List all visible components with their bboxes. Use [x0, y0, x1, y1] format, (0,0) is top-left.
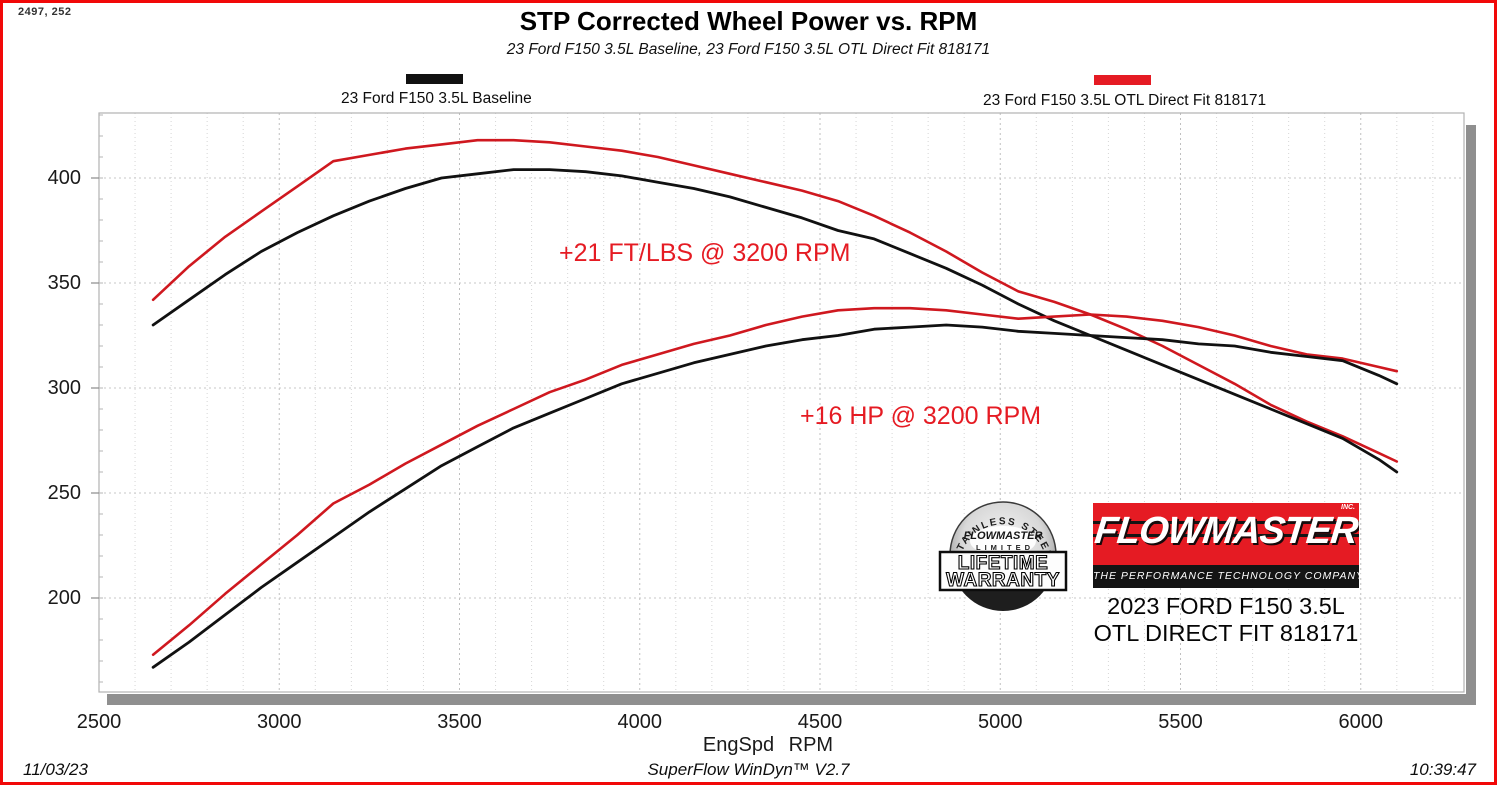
- x-axis-title: EngSpd RPM: [702, 734, 834, 756]
- plot-shadow-bottom: [107, 694, 1475, 705]
- legend-swatch-baseline: [406, 74, 463, 84]
- x-tick-label: 3000: [257, 711, 302, 733]
- legend-swatch-otl: [1094, 75, 1151, 85]
- badge-panel: [938, 550, 1068, 592]
- x-tick-label: 4000: [617, 711, 663, 733]
- badge-lifetime-text: LIFETIME: [958, 553, 1049, 574]
- plot-border: [98, 112, 1465, 693]
- vehicle-line-2: OTL DIRECT FIT 818171: [1093, 620, 1359, 646]
- badge-flowmaster-script: FLOWMASTER: [964, 530, 1043, 542]
- cursor-coordinate-readout: 2497, 252: [18, 6, 72, 18]
- curve-otl-torque: [151, 138, 1399, 463]
- footer-time: 10:39:47: [1409, 760, 1476, 779]
- curve-baseline-torque: [151, 168, 1399, 474]
- curve-otl-power: [151, 306, 1399, 657]
- badge-warranty-text: WARRANTY: [946, 570, 1060, 591]
- power-gain-annotation: +16 HP @ 3200 RPM: [800, 402, 1042, 430]
- badge-inner-oval: [970, 526, 1036, 556]
- flowmaster-logo-wordmark: FLOWMASTER: [1093, 510, 1359, 552]
- y-tick-label: 300: [47, 377, 81, 399]
- x-tick-label: 5500: [1158, 711, 1203, 733]
- x-tick-label: 4500: [797, 711, 843, 733]
- flowmaster-logo-red-field: FLOWMASTER INC.: [1093, 503, 1359, 565]
- chart-title: STP Corrected Wheel Power vs. RPM: [519, 6, 978, 36]
- flowmaster-logo: FLOWMASTER INC. THE PERFORMANCE TECHNOLO…: [1093, 503, 1363, 588]
- torque-gain-annotation: +21 FT/LBS @ 3200 RPM: [559, 239, 851, 267]
- logo-stripe: [1093, 521, 1359, 524]
- legend-label-otl: 23 Ford F150 3.5L OTL Direct Fit 818171: [983, 92, 1267, 109]
- vehicle-line-1: 2023 FORD F150 3.5L: [1107, 593, 1345, 619]
- legend-label-baseline: 23 Ford F150 3.5L Baseline: [341, 90, 532, 107]
- dyno-plot-area: [91, 112, 1476, 705]
- vehicle-description: 2023 FORD F150 3.5L OTL DIRECT FIT 81817…: [1093, 593, 1359, 647]
- x-tick-label: 3500: [437, 711, 482, 733]
- y-tick-label: 400: [47, 167, 81, 189]
- x-tick-label: 5000: [978, 711, 1023, 733]
- logo-stripe: [1093, 534, 1359, 537]
- badge-limited-text: LIMITED: [976, 543, 1034, 552]
- x-tick-label: 2500: [76, 711, 122, 733]
- y-tick-label: 350: [47, 272, 81, 294]
- flowmaster-logo-inc: INC.: [1341, 504, 1355, 511]
- footer-app-name: SuperFlow WinDyn™ V2.7: [647, 760, 850, 779]
- x-tick-label: 6000: [1338, 711, 1384, 733]
- curve-baseline-power: [151, 323, 1399, 669]
- y-tick-label: 250: [47, 482, 81, 504]
- plot-shadow-right: [1466, 125, 1476, 705]
- lifetime-warranty-badge: STAINLESS STEEL FLOWMASTER LIMITED LIFET…: [938, 501, 1068, 611]
- footer-date: 11/03/23: [23, 760, 88, 779]
- y-tick-label: 200: [47, 587, 81, 609]
- chart-subtitle: 23 Ford F150 3.5L Baseline, 23 Ford F150…: [506, 41, 991, 58]
- flowmaster-logo-tagline: THE PERFORMANCE TECHNOLOGY COMPANY: [1093, 565, 1363, 588]
